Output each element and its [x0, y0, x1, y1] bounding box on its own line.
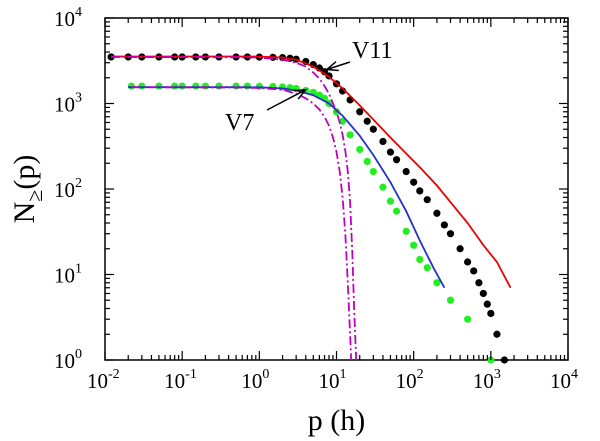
v7-data-point: [433, 279, 441, 287]
v7-data-point: [178, 82, 186, 90]
v11-data-point: [493, 330, 501, 338]
x-tick-label: 10-2: [87, 367, 120, 393]
v7-data-point: [171, 82, 179, 90]
v7-data-point: [138, 82, 146, 90]
x-tick-label: 10-1: [164, 367, 197, 393]
annotation-arrow-v11: [326, 61, 351, 71]
v7-data-point: [379, 183, 387, 191]
v7-data-point: [215, 82, 223, 90]
x-axis-label: p (h): [308, 404, 365, 437]
v11-fit-line: [111, 55, 512, 289]
v11-data-point: [392, 156, 401, 164]
v11-data-point: [356, 108, 364, 116]
y-axis-label: N≥(p): [8, 155, 47, 224]
v7-data-point: [192, 82, 200, 90]
v7-data-point: [423, 264, 431, 272]
v7-data-point: [446, 296, 455, 304]
v7-data-point: [392, 207, 401, 215]
v11-data-point: [379, 137, 387, 146]
v11-data-point: [416, 187, 424, 195]
v11-data-point: [483, 300, 491, 308]
y-tick-label: 104: [54, 5, 82, 31]
annotation-arrowhead-v7: [293, 88, 308, 100]
v7-data-point: [386, 197, 395, 205]
v11-data-point: [456, 245, 464, 253]
v7-data-point: [201, 82, 209, 90]
v11-data-point: [369, 125, 377, 133]
v11-data-point: [386, 148, 395, 156]
y-tick-label: 101: [54, 262, 82, 288]
v11-exponential-line: [111, 56, 358, 361]
v7-data-point: [363, 157, 371, 166]
v11-data-point: [410, 178, 418, 186]
v11-data-point: [363, 117, 371, 125]
v11-data-point: [423, 196, 431, 204]
v7-data-point: [464, 315, 472, 323]
v7-data-point: [402, 227, 410, 235]
v7-data-point: [155, 82, 163, 90]
series-layer: [107, 53, 512, 364]
x-tick-label: 102: [396, 367, 424, 393]
x-tick-label: 104: [550, 367, 578, 393]
v11-data-point: [487, 309, 495, 318]
v11-data-point: [440, 221, 448, 229]
y-tick-label: 103: [54, 91, 82, 117]
v11-data-point: [500, 356, 509, 364]
x-tick-label: 100: [241, 367, 269, 393]
v11-data-point: [446, 230, 455, 238]
v7-data-point: [232, 82, 240, 90]
v7-data-point: [416, 255, 424, 264]
plot-frame: [104, 17, 569, 361]
annotations-layer: V11 V7: [225, 38, 392, 136]
v7-data-point: [369, 167, 377, 176]
axis-labels-layer: 10-2 10-1 100 101 102 103 104 100 101 102 103 104 p …: [8, 5, 578, 437]
annotation-v11: V11: [352, 38, 392, 64]
annotation-arrow-v7: [266, 89, 307, 111]
v7-fit-line: [128, 86, 446, 289]
v7-data-point: [127, 82, 136, 90]
v11-data-point: [479, 289, 487, 298]
x-tick-label: 101: [319, 367, 347, 393]
v7-data-point: [243, 82, 251, 90]
v7-data-point: [410, 241, 418, 249]
plot-frame-layer: [104, 17, 569, 361]
v7-data-point: [339, 117, 347, 125]
v7-exponential-line: [131, 86, 353, 361]
y-tick-label: 100: [54, 347, 82, 373]
y-tick-label: 102: [54, 176, 82, 202]
v11-data-point: [470, 267, 478, 275]
ticks-layer: [104, 17, 569, 361]
v7-data-point: [356, 145, 364, 154]
x-tick-label: 103: [473, 367, 501, 393]
v11-data-point: [475, 279, 483, 287]
annotation-arrowhead-v11: [325, 61, 339, 72]
annotation-v7: V7: [225, 110, 254, 136]
v11-data-point: [464, 258, 472, 266]
v11-data-point: [402, 167, 410, 176]
v7-data-point: [346, 131, 354, 139]
v11-data-point: [433, 209, 441, 217]
